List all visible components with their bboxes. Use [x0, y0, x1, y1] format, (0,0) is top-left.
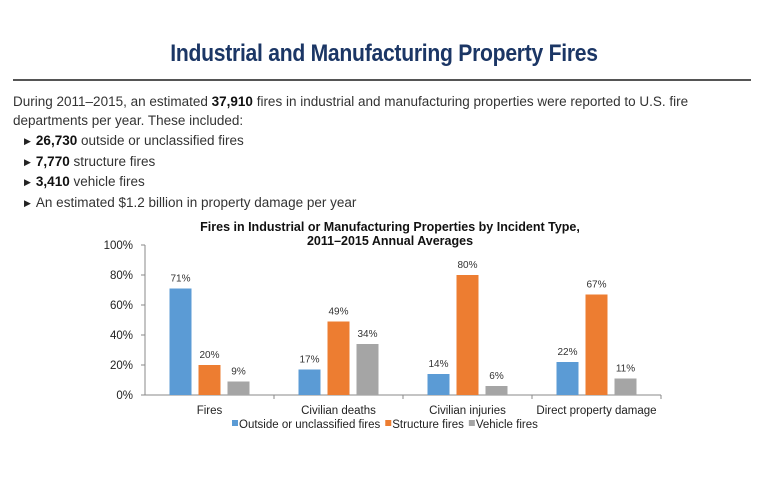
chart-title: 2011–2015 Annual Averages	[307, 234, 473, 248]
x-category-label: Direct property damage	[536, 405, 656, 417]
intro-total: 37,910	[211, 94, 253, 109]
bar	[456, 275, 479, 395]
y-tick-label: 100%	[104, 240, 133, 252]
x-category-label: Civilian injuries	[429, 405, 506, 417]
legend-label: Outside or unclassified fires	[239, 419, 381, 431]
y-tick-label: 80%	[110, 270, 133, 282]
x-category-label: Civilian deaths	[301, 405, 376, 417]
bullet-text: outside or unclassified fires	[77, 133, 244, 148]
chart-title: Fires in Industrial or Manufacturing Pro…	[200, 220, 580, 234]
data-label: 80%	[457, 260, 477, 271]
legend-swatch	[468, 420, 475, 426]
page-title: Industrial and Manufacturing Property Fi…	[170, 40, 598, 67]
bar	[614, 378, 637, 395]
data-label: 20%	[199, 350, 219, 361]
data-label: 34%	[357, 329, 377, 340]
y-tick-label: 60%	[110, 300, 133, 312]
intro-paragraph: During 2011–2015, an estimated 37,910 fi…	[13, 92, 753, 130]
bar	[356, 344, 379, 395]
intro-text-end: fires in industrial and manufacturing pr…	[13, 94, 689, 128]
bar	[327, 321, 350, 395]
bullet-number: 26,730	[35, 133, 78, 148]
data-label: 49%	[328, 307, 348, 318]
triangle-bullet-icon: ▶	[24, 136, 31, 146]
data-label: 71%	[170, 274, 190, 285]
triangle-bullet-icon: ▶	[24, 156, 31, 167]
legend-label: Structure fires	[392, 419, 464, 431]
legend-swatch	[232, 420, 238, 426]
x-category-label: Fires	[197, 405, 223, 417]
data-label: 9%	[231, 367, 246, 378]
data-label: 6%	[489, 371, 504, 382]
list-item: ▶ 7,770 structure fires	[24, 152, 356, 173]
triangle-bullet-icon: ▶	[24, 197, 31, 208]
data-label: 11%	[616, 364, 635, 375]
bar	[427, 374, 450, 395]
list-item: ▶ 3,410 vehicle fires	[24, 172, 356, 193]
legend-swatch	[385, 420, 392, 426]
y-tick-label: 40%	[110, 330, 133, 342]
bullet-list: ▶ 26,730 outside or unclassified fires ▶ 7…	[24, 131, 356, 213]
bar	[198, 365, 221, 395]
data-label: 67%	[586, 280, 606, 291]
divider	[13, 79, 751, 81]
y-tick-label: 0%	[116, 390, 133, 402]
bar	[485, 386, 508, 395]
list-item: ▶ 26,730 outside or unclassified fires	[24, 131, 356, 152]
bar	[169, 288, 192, 395]
bullet-number: 3,410	[35, 174, 70, 189]
bullet-number: 7,770	[35, 153, 70, 169]
bullet-text: structure fires	[69, 153, 156, 169]
data-label: 17%	[299, 355, 319, 366]
bullet-text: vehicle fires	[69, 174, 145, 189]
bar	[298, 369, 321, 395]
intro-text: During 2011–2015, an estimated	[13, 94, 212, 109]
bar	[556, 362, 579, 395]
bar	[227, 381, 250, 395]
bar	[585, 294, 608, 395]
legend-label: Vehicle fires	[476, 419, 538, 431]
data-label: 22%	[557, 347, 577, 358]
list-item: ▶ An estimated $1.2 billion in property d…	[24, 193, 356, 214]
data-label: 14%	[428, 359, 448, 370]
triangle-bullet-icon: ▶	[24, 177, 31, 187]
bullet-text: An estimated $1.2 billion in property da…	[35, 194, 357, 210]
y-tick-label: 20%	[110, 360, 133, 372]
